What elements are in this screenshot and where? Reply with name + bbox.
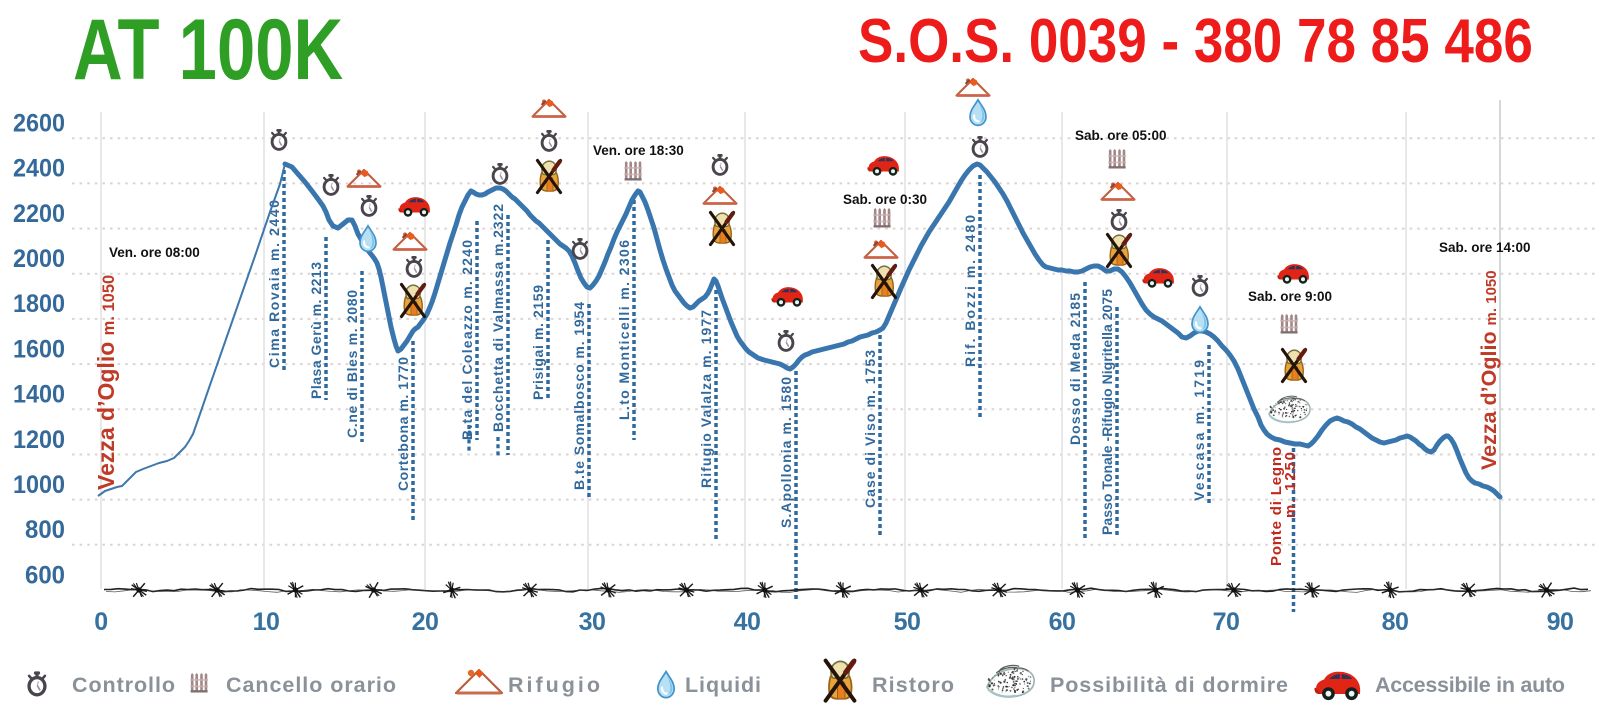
svg-text:Controllo: Controllo: [72, 673, 175, 697]
svg-text:L.to Monticelli m. 2306: L.to Monticelli m. 2306: [616, 240, 632, 420]
svg-text:AT 100K: AT 100K: [73, 2, 343, 98]
svg-text:C.ne di Bles m. 2080: C.ne di Bles m. 2080: [344, 290, 360, 438]
svg-text:90: 90: [1547, 608, 1574, 636]
svg-text:Rifugio: Rifugio: [508, 673, 600, 697]
svg-text:Ponte di Legno: Ponte di Legno: [1268, 447, 1285, 566]
svg-text:70: 70: [1213, 608, 1240, 636]
svg-text:Passo Tonale -Rifugio Nigritel: Passo Tonale -Rifugio Nigritella 2075: [1099, 289, 1115, 535]
svg-text:Plasa Gerù m. 2213: Plasa Gerù m. 2213: [308, 262, 324, 399]
svg-text:Possibilità di dormire: Possibilità di dormire: [1050, 673, 1288, 697]
svg-text:30: 30: [579, 608, 606, 636]
svg-text:S.Apollonia m. 1580: S.Apollonia m. 1580: [778, 377, 794, 528]
svg-text:Ven. ore 18:30: Ven. ore 18:30: [593, 143, 684, 158]
svg-text:m. 1250: m. 1250: [1282, 452, 1299, 518]
svg-text:Cima Rovaia m. 2440: Cima Rovaia m. 2440: [266, 200, 282, 368]
svg-text:Prisigai m. 2159: Prisigai m. 2159: [530, 285, 546, 400]
svg-text:1800: 1800: [13, 290, 65, 318]
svg-text:2600: 2600: [13, 110, 65, 138]
svg-text:2200: 2200: [13, 200, 65, 228]
svg-text:Vezza d’Oglio m. 1050: Vezza d’Oglio m. 1050: [1477, 270, 1501, 470]
svg-text:B.ta del Coleazzo m. 2240: B.ta del Coleazzo m. 2240: [459, 240, 475, 440]
svg-text:20: 20: [412, 608, 439, 636]
svg-text:Rif. Bozzi m. 2480: Rif. Bozzi m. 2480: [962, 215, 978, 367]
svg-text:1000: 1000: [13, 471, 65, 499]
svg-text:10: 10: [253, 608, 280, 636]
svg-text:S.O.S. 0039 - 380 78 85 486: S.O.S. 0039 - 380 78 85 486: [858, 7, 1533, 76]
svg-text:Ven. ore 08:00: Ven. ore 08:00: [109, 245, 200, 260]
svg-text:Liquidi: Liquidi: [685, 673, 761, 697]
svg-text:Cortebona m. 1770: Cortebona m. 1770: [395, 357, 411, 491]
svg-text:Sab. ore 14:00: Sab. ore 14:00: [1439, 240, 1531, 255]
svg-text:Ristoro: Ristoro: [872, 673, 954, 697]
svg-text:B.te Somalbosco m. 1954: B.te Somalbosco m. 1954: [571, 302, 587, 490]
svg-text:80: 80: [1382, 608, 1409, 636]
svg-text:Vescasa m. 1719: Vescasa m. 1719: [1191, 360, 1207, 501]
svg-text:Vezza d’Oglio m. 1050: Vezza d’Oglio m. 1050: [93, 275, 119, 490]
svg-text:0: 0: [94, 608, 107, 636]
svg-text:Bocchetta di Valmassa m.2322: Bocchetta di Valmassa m.2322: [490, 204, 506, 432]
svg-text:Sab. ore 05:00: Sab. ore 05:00: [1075, 128, 1167, 143]
svg-text:Sab. ore 0:30: Sab. ore 0:30: [843, 192, 927, 207]
svg-text:Accessibile in auto: Accessibile in auto: [1375, 673, 1565, 697]
svg-text:Case di Viso m. 1753: Case di Viso m. 1753: [862, 350, 878, 508]
svg-text:50: 50: [894, 608, 921, 636]
svg-text:2400: 2400: [13, 155, 65, 183]
svg-text:1200: 1200: [13, 426, 65, 454]
svg-text:600: 600: [25, 561, 65, 589]
svg-text:800: 800: [25, 516, 65, 544]
svg-text:40: 40: [734, 608, 761, 636]
svg-text:1400: 1400: [13, 381, 65, 409]
svg-text:Dosso di Meda 2185: Dosso di Meda 2185: [1067, 293, 1083, 445]
svg-text:Rifugio Valalza m. 1977: Rifugio Valalza m. 1977: [698, 310, 714, 488]
svg-text:Sab. ore 9:00: Sab. ore 9:00: [1248, 289, 1332, 304]
svg-text:Cancello orario: Cancello orario: [226, 673, 396, 697]
svg-text:1600: 1600: [13, 335, 65, 363]
svg-text:2000: 2000: [13, 245, 65, 273]
svg-text:60: 60: [1049, 608, 1076, 636]
